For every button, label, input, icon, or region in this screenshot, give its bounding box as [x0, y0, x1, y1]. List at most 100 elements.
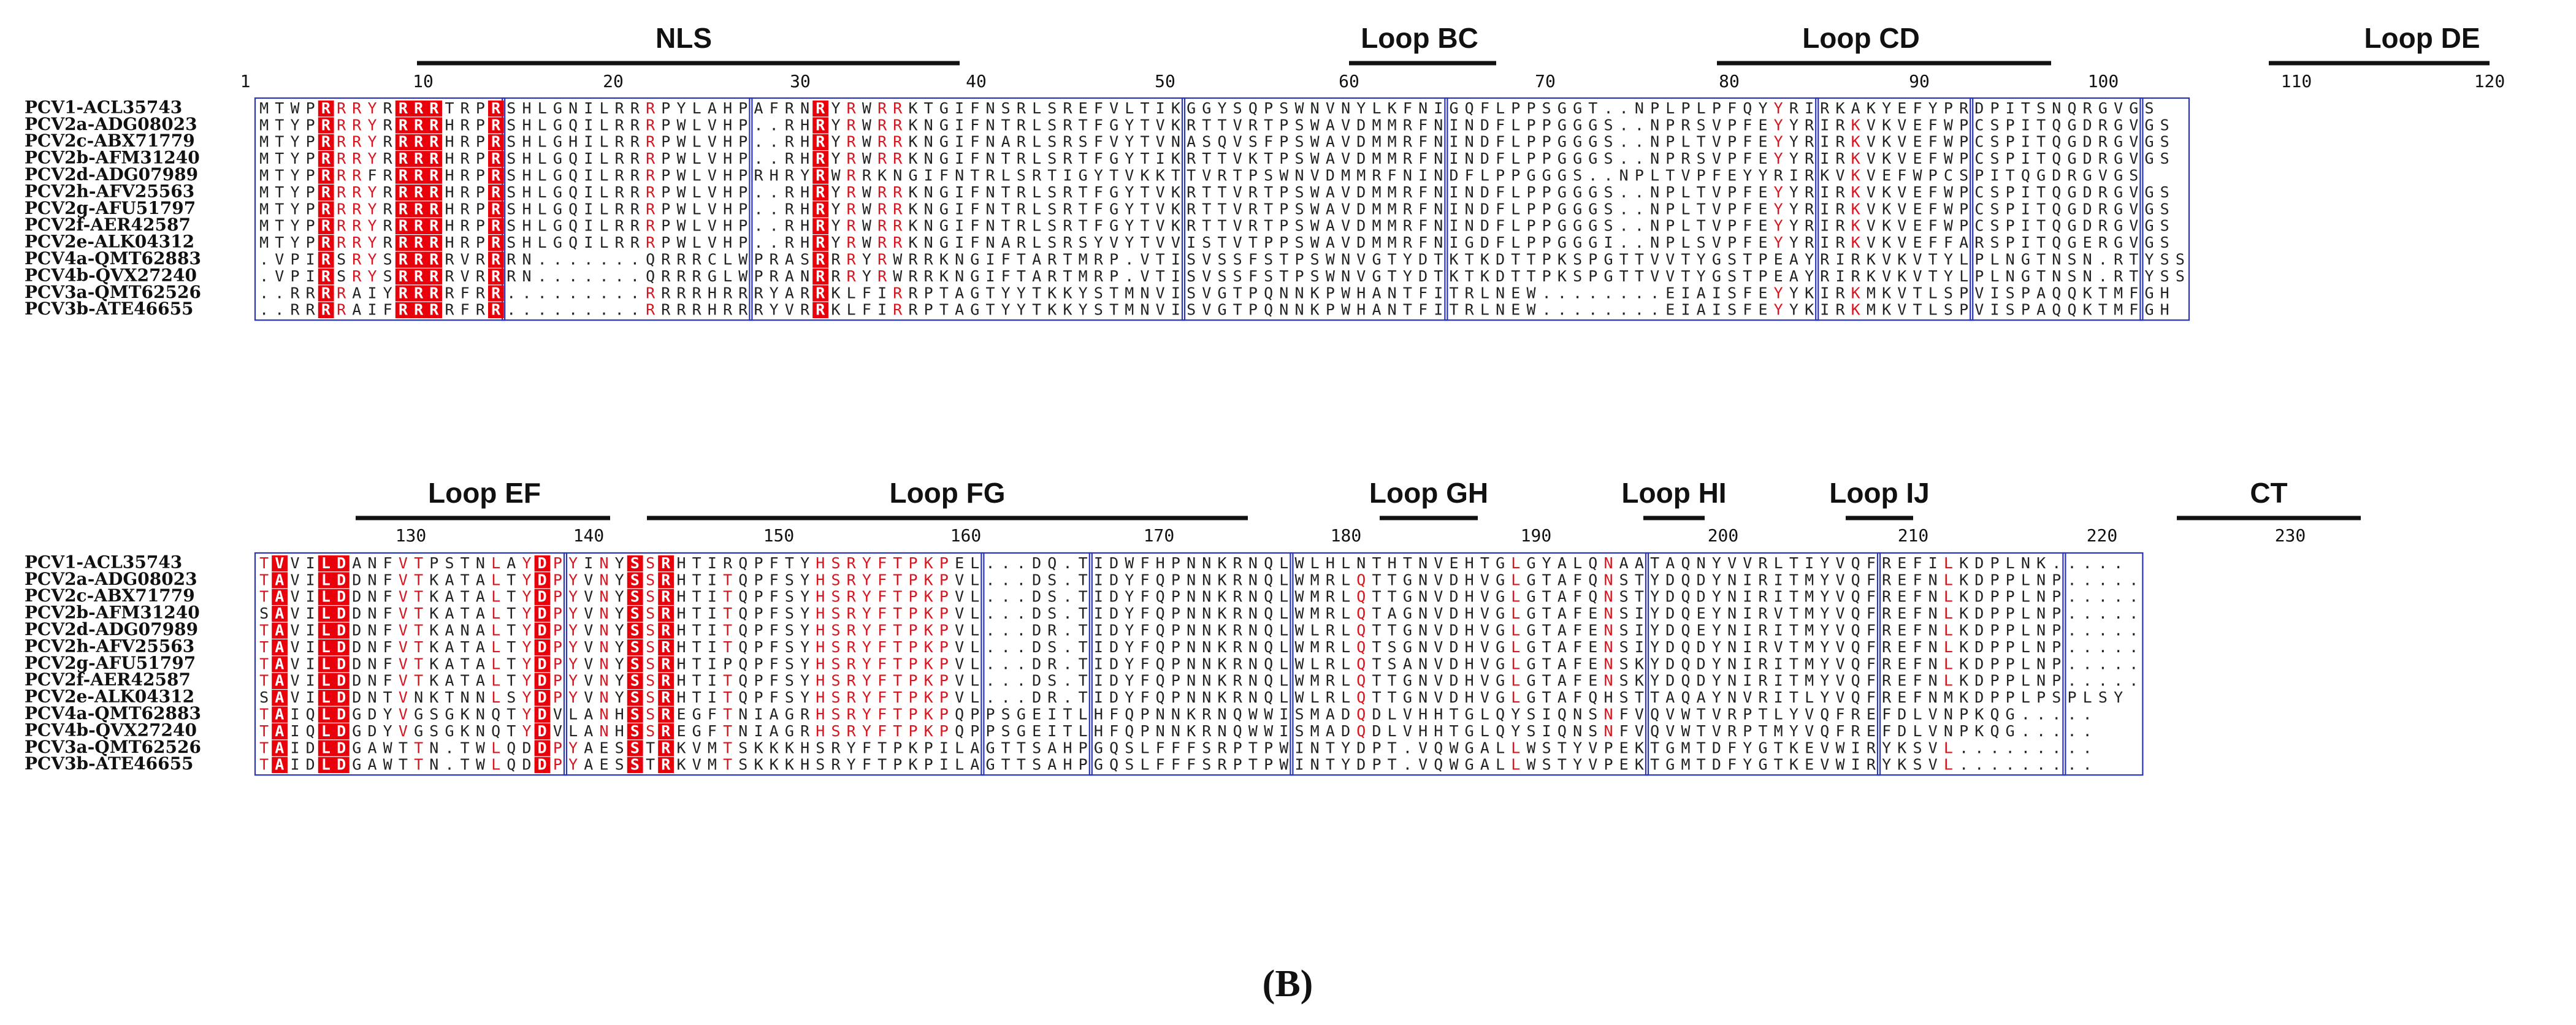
residue: D — [1356, 200, 1366, 218]
conserved-cell — [534, 706, 551, 723]
residue: R — [414, 200, 424, 218]
residue: P — [754, 655, 763, 673]
residue: R — [399, 150, 408, 167]
residue: R — [1248, 217, 1258, 235]
residue: V — [1743, 554, 1752, 572]
residue: E — [1697, 604, 1706, 622]
residue: H — [708, 301, 717, 319]
residue: P — [723, 655, 732, 673]
residue: F — [1140, 638, 1149, 656]
conserved-cell — [334, 723, 350, 740]
conserved-cell — [411, 134, 427, 150]
residue: T — [414, 554, 423, 572]
residue: Q — [1434, 739, 1443, 756]
residue: R — [414, 116, 424, 134]
residue: Q — [1264, 622, 1273, 639]
residue: Y — [1511, 706, 1520, 723]
conserved-cell — [534, 673, 551, 689]
residue: V — [1434, 622, 1443, 639]
conserved-cell — [395, 251, 411, 268]
residue: P — [2006, 672, 2015, 690]
residue: I — [306, 571, 315, 589]
residue: L — [538, 183, 547, 201]
residue: Y — [831, 234, 840, 251]
residue: Y — [522, 588, 531, 606]
residue: R — [877, 133, 887, 151]
residue: F — [1712, 167, 1721, 185]
residue: . — [275, 284, 284, 302]
residue: R — [352, 150, 362, 167]
residue: G — [1496, 554, 1505, 572]
residue: R — [461, 200, 470, 218]
residue: D — [352, 638, 361, 656]
residue: G — [553, 200, 562, 218]
residue: R — [847, 588, 857, 606]
residue: P — [476, 133, 485, 151]
residue: G — [2067, 217, 2076, 235]
residue: M — [1805, 588, 1814, 606]
residue: T — [1079, 688, 1088, 706]
sequence-name: PCV2f-AER42587 — [25, 669, 191, 690]
residue: R — [1063, 183, 1072, 201]
residue: K — [1171, 183, 1180, 201]
conserved-cell — [426, 151, 442, 167]
residue: P — [1665, 133, 1675, 151]
residue: D — [1109, 655, 1118, 673]
residue: P — [2021, 284, 2030, 302]
residue: . — [2052, 756, 2061, 774]
residue: M — [259, 99, 269, 117]
residue: . — [2114, 588, 2123, 606]
residue: Y — [1650, 588, 1659, 606]
residue: M — [1310, 672, 1320, 690]
residue: T — [414, 622, 423, 639]
residue: Q — [1109, 756, 1118, 774]
conserved-cell — [627, 656, 643, 673]
residue: H — [1094, 706, 1103, 723]
residue: V — [1156, 183, 1165, 201]
residue: Y — [862, 267, 871, 285]
residue: T — [1789, 672, 1798, 690]
residue: R — [352, 116, 362, 134]
residue: S — [259, 604, 269, 622]
residue: V — [1480, 688, 1489, 706]
residue: E — [1758, 234, 1767, 251]
residue: V — [1356, 251, 1366, 269]
residue: M — [2114, 284, 2123, 302]
residue: R — [785, 150, 795, 167]
residue: T — [1789, 588, 1798, 606]
residue: T — [1697, 722, 1706, 740]
residue: Q — [1356, 638, 1366, 656]
residue: R — [847, 655, 857, 673]
residue: T — [1388, 267, 1397, 285]
residue: T — [275, 133, 284, 151]
residue: L — [1310, 688, 1320, 706]
residue: D — [1897, 706, 1906, 723]
residue: Q — [646, 267, 655, 285]
residue: W — [1341, 301, 1351, 319]
residue: . — [584, 251, 593, 269]
conserved-cell — [411, 185, 427, 201]
residue: Y — [1882, 99, 1891, 117]
residue: R — [1882, 571, 1892, 589]
residue: I — [955, 99, 964, 117]
residue: S — [259, 688, 269, 706]
residue: R — [337, 133, 346, 151]
residue: P — [2036, 688, 2046, 706]
residue: F — [862, 739, 871, 756]
residue: P — [908, 554, 917, 572]
residue: P — [553, 672, 562, 690]
residue: S — [2176, 251, 2185, 269]
residue: R — [661, 638, 671, 656]
residue: G — [2067, 133, 2076, 151]
conserved-cell — [411, 251, 427, 268]
residue: V — [1712, 217, 1721, 235]
residue: . — [2036, 756, 2046, 774]
ruler-number: 150 — [763, 525, 795, 546]
residue: V — [1913, 267, 1922, 285]
residue: R — [877, 200, 887, 218]
residue: D — [1480, 116, 1489, 134]
residue: M — [1372, 200, 1381, 218]
residue: R — [646, 167, 655, 185]
similarity-box — [1290, 552, 1649, 776]
residue: Y — [1944, 251, 1953, 269]
